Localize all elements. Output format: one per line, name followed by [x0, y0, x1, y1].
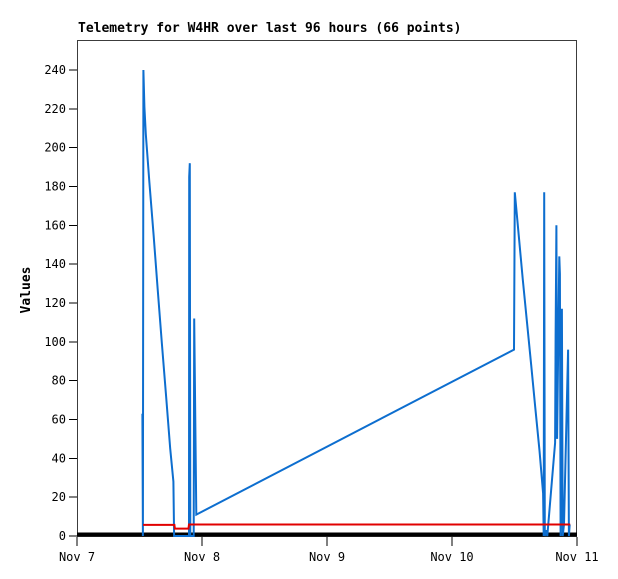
x-axis-ticks: Nov 7 Nov 8 Nov 9 Nov 10 Nov 11	[59, 537, 599, 564]
baseline-line	[143, 523, 571, 530]
y-tick-label: 120	[44, 296, 66, 310]
y-tick-label: 140	[44, 257, 66, 271]
y-tick-label: 40	[52, 451, 66, 465]
y-tick-label: 100	[44, 335, 66, 349]
plot-border	[77, 40, 577, 537]
y-axis-label: Values	[19, 267, 34, 314]
x-tick-label: Nov 11	[555, 550, 598, 564]
y-tick-label: 20	[52, 490, 66, 504]
y-tick-label: 220	[44, 102, 66, 116]
x-tick-label: Nov 8	[184, 550, 220, 564]
y-tick-label: 80	[52, 374, 66, 388]
y-tick-label: 240	[44, 63, 66, 77]
y-tick-label: 0	[59, 529, 66, 543]
y-tick-label: 180	[44, 180, 66, 194]
telemetry-values-line	[141, 69, 571, 537]
chart-title: Telemetry for W4HR over last 96 hours (6…	[78, 21, 462, 36]
x-tick-label: Nov 10	[430, 550, 473, 564]
y-axis-ticks: 0 20 40 60 80 100 120 140 160 180 200 220 240	[44, 63, 77, 543]
y-tick-label: 160	[44, 218, 66, 232]
y-tick-label: 60	[52, 413, 66, 427]
x-tick-label: Nov 7	[59, 550, 95, 564]
y-tick-label: 200	[44, 141, 66, 155]
x-tick-label: Nov 9	[309, 550, 345, 564]
chart-series	[141, 69, 571, 537]
